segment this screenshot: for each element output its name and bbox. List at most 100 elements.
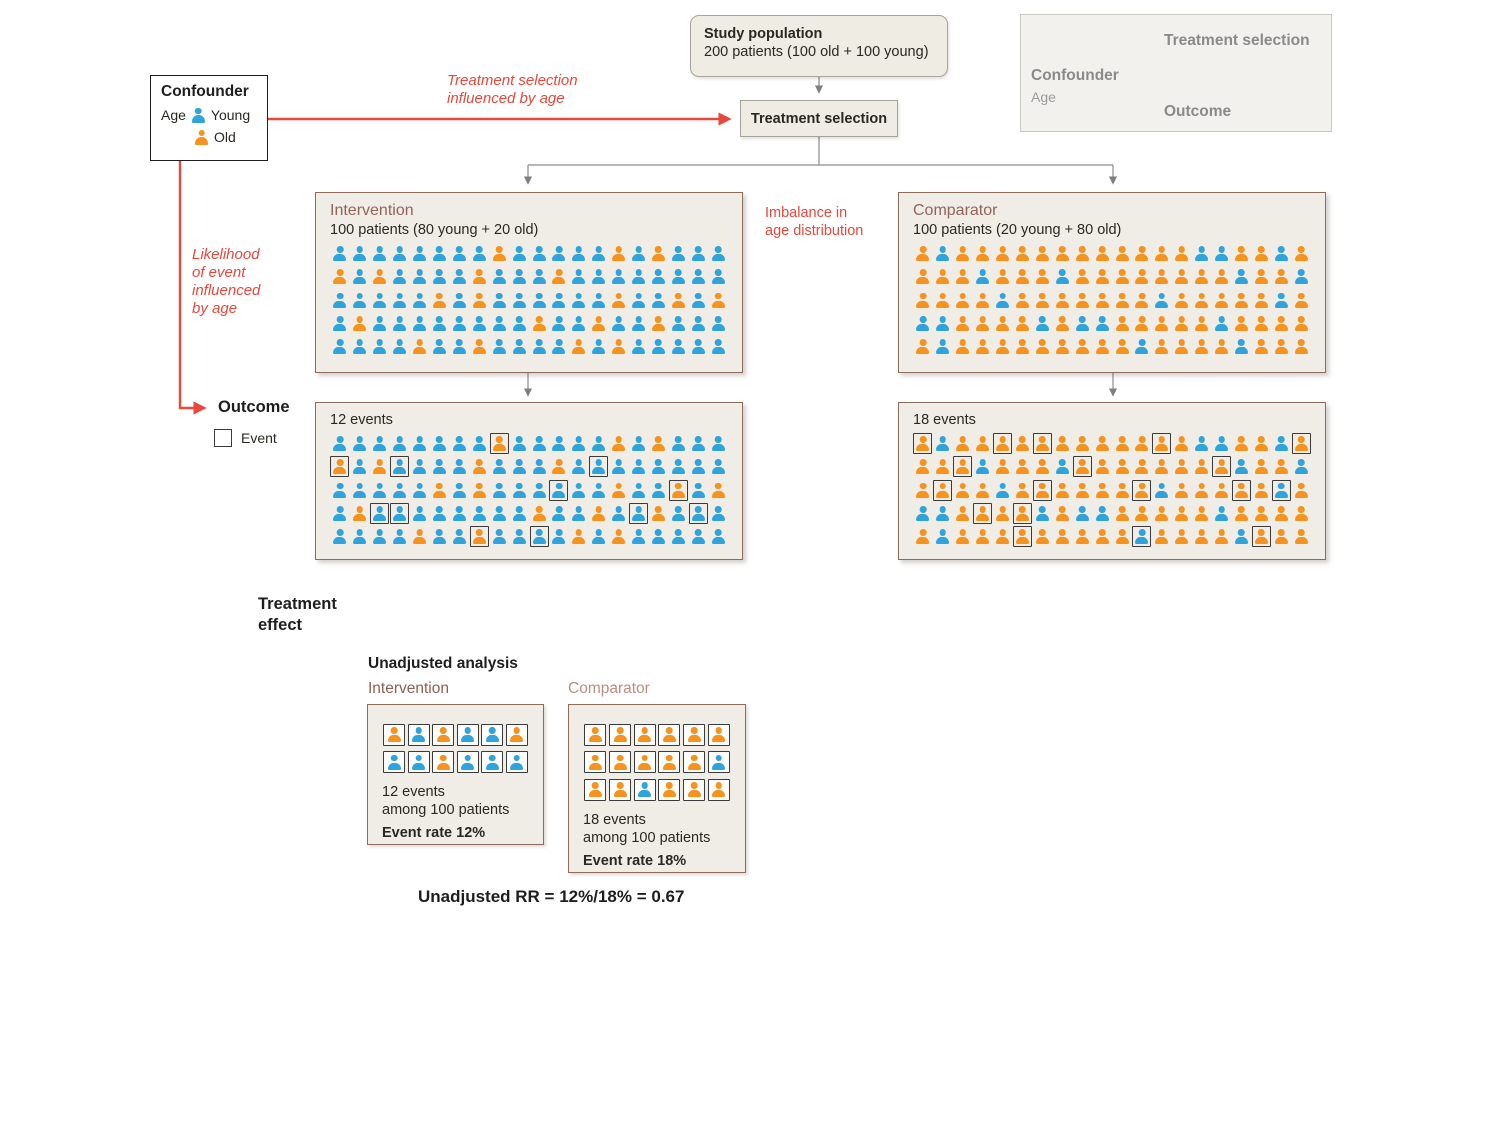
young-person-icon — [452, 529, 466, 545]
old-person-icon — [472, 529, 486, 545]
patient-cell — [1113, 433, 1132, 454]
patient-cell — [1192, 526, 1211, 547]
unadjusted-intervention-label: Intervention — [368, 680, 449, 697]
patient-cell — [330, 313, 349, 334]
unadjusted-intervention-grid — [382, 721, 529, 776]
patient-cell — [993, 456, 1012, 477]
patient-cell — [549, 313, 568, 334]
patient-cell — [1152, 336, 1171, 357]
old-person-icon — [651, 436, 665, 452]
event-marker — [973, 503, 993, 525]
young-person-icon — [1215, 316, 1229, 332]
young-person-icon — [532, 246, 546, 262]
event-marker — [1032, 479, 1052, 501]
old-person-icon — [1115, 316, 1129, 332]
young-person-icon — [452, 483, 466, 498]
patient-cell — [1192, 456, 1211, 477]
old-person-icon — [936, 293, 950, 308]
old-person-icon — [936, 483, 950, 498]
unadjusted-rr-result: Unadjusted RR = 12%/18% = 0.67 — [418, 887, 685, 906]
old-person-icon — [1135, 293, 1149, 308]
event-marker — [1132, 479, 1152, 501]
patient-cell — [390, 290, 409, 311]
patient-cell — [1013, 266, 1032, 287]
patient-cell — [1252, 243, 1271, 264]
old-person-icon — [1234, 436, 1248, 452]
patient-cell — [1232, 243, 1251, 264]
young-person-icon — [353, 529, 367, 545]
patient-cell — [589, 290, 608, 311]
young-person-icon — [1035, 506, 1049, 522]
patient-cell — [370, 243, 389, 264]
patient-cell — [1252, 313, 1271, 334]
young-person-icon — [353, 483, 367, 498]
young-person-icon — [393, 436, 407, 452]
patient-cell — [933, 290, 952, 311]
old-person-icon — [976, 246, 990, 262]
old-person-icon — [472, 483, 486, 498]
old-person-icon — [1254, 436, 1268, 452]
old-person-icon — [1015, 436, 1029, 452]
old-person-icon — [916, 339, 930, 355]
patient-cell — [1252, 336, 1271, 357]
old-person-icon — [552, 269, 566, 285]
old-person-icon — [1035, 459, 1049, 475]
patient-cell — [689, 266, 708, 287]
old-person-icon — [1055, 506, 1069, 522]
young-person-icon — [996, 483, 1010, 498]
young-person-icon — [671, 436, 685, 452]
old-person-icon — [532, 506, 546, 522]
patient-cell — [410, 243, 429, 264]
patient-cell — [1053, 290, 1072, 311]
patient-cell — [1252, 433, 1271, 454]
patient-cell — [1073, 290, 1092, 311]
note-likelihood: Likelihood of event influenced by age — [192, 246, 261, 317]
patient-cell — [933, 336, 952, 357]
young-person-icon — [1095, 506, 1109, 522]
young-person-icon — [472, 316, 486, 332]
patient-cell — [1152, 290, 1171, 311]
old-person-icon — [492, 246, 506, 262]
young-person-icon — [432, 246, 446, 262]
patient-cell — [669, 456, 688, 477]
old-person-icon — [353, 316, 367, 332]
old-person-icon — [662, 782, 676, 798]
young-person-icon — [452, 269, 466, 285]
old-person-icon — [712, 727, 726, 743]
patient-cell — [689, 456, 708, 477]
young-person-icon — [552, 529, 566, 545]
patient-cell — [649, 243, 668, 264]
patient-cell — [953, 480, 972, 501]
young-person-icon — [472, 506, 486, 522]
patient-cell — [1132, 456, 1151, 477]
young-person-icon — [711, 459, 725, 475]
patient-cell — [530, 336, 549, 357]
patient-cell — [450, 313, 469, 334]
patient-cell — [430, 456, 449, 477]
patient-cell — [973, 290, 992, 311]
old-person-icon — [1055, 316, 1069, 332]
patient-cell — [973, 480, 992, 501]
event-marker — [658, 723, 681, 746]
patient-cell — [350, 243, 369, 264]
patient-cell — [1192, 433, 1211, 454]
patient-cell — [1212, 526, 1231, 547]
patient-cell — [510, 526, 529, 547]
old-person-icon — [1215, 459, 1229, 475]
young-person-icon — [432, 269, 446, 285]
event-marker — [469, 526, 489, 548]
old-person-icon — [1254, 506, 1268, 522]
patient-cell — [709, 290, 728, 311]
young-person-icon — [532, 269, 546, 285]
old-person-icon — [956, 293, 970, 308]
old-person-icon — [1274, 269, 1288, 285]
young-person-icon — [1215, 506, 1229, 522]
patient-cell — [913, 290, 932, 311]
age-label: Age — [161, 107, 186, 123]
patient-cell — [450, 526, 469, 547]
young-person-icon — [333, 529, 347, 545]
note-imbalance: Imbalance in age distribution — [765, 205, 864, 239]
old-person-icon — [1015, 506, 1029, 522]
young-person-icon — [492, 506, 506, 522]
patient-cell — [1172, 313, 1191, 334]
